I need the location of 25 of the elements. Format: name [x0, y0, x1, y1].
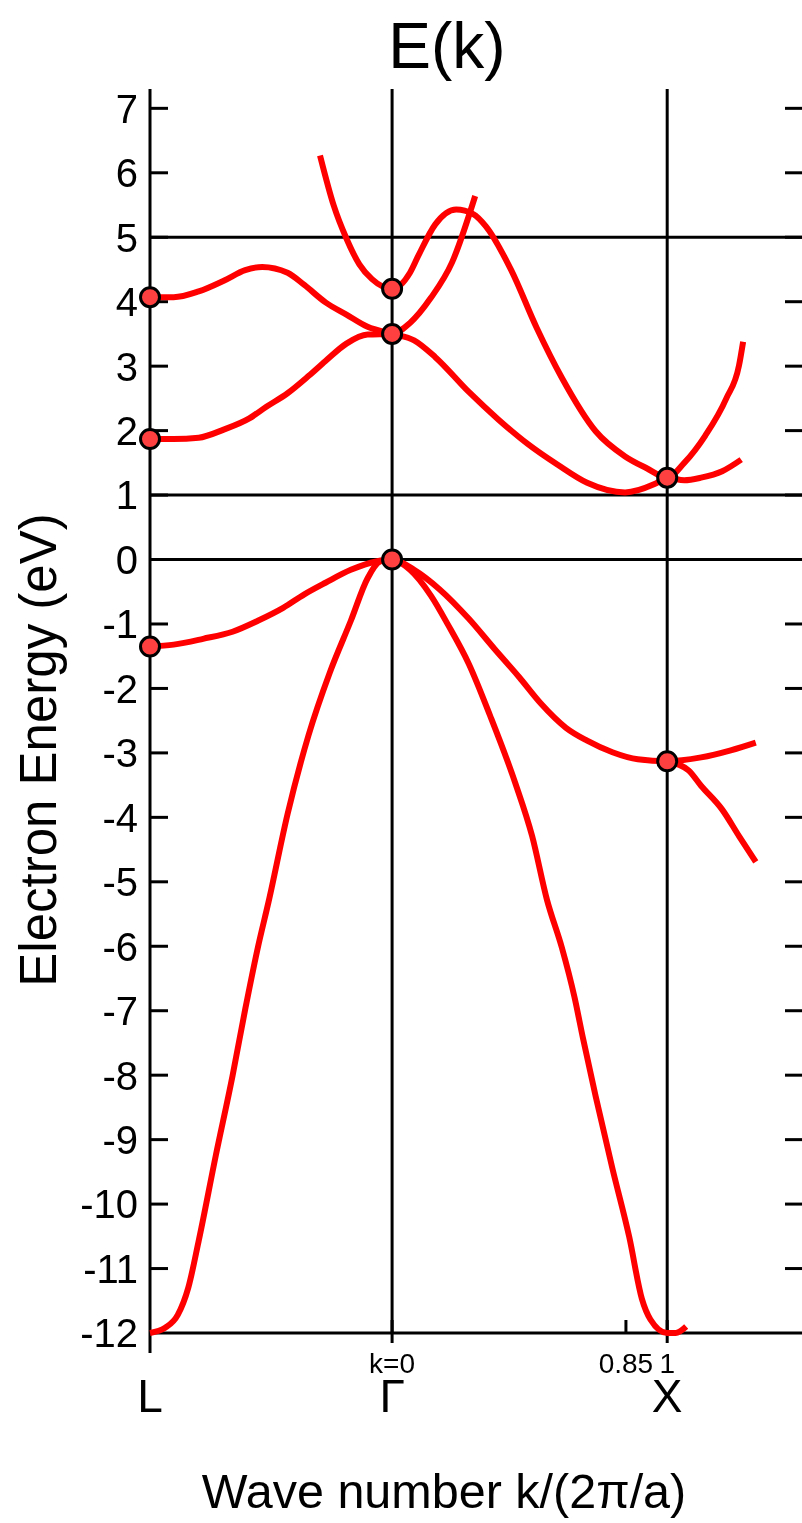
annotation: L [137, 1370, 163, 1422]
y-tick-label: 4 [115, 280, 138, 325]
y-tick-label: -7 [102, 989, 138, 1034]
y-tick-label: 6 [115, 151, 138, 196]
y-tick-label: -6 [102, 924, 138, 969]
x-axis-title: Wave number k/(2π/a) [201, 1464, 687, 1518]
x-tick-label: 0.85 [598, 1348, 654, 1379]
y-tick-label: -4 [102, 795, 138, 840]
y-tick-label: -1 [102, 602, 138, 647]
chart-title: E(k) [388, 10, 506, 82]
y-tick-label: -12 [80, 1311, 138, 1356]
y-tick-label: 2 [115, 409, 138, 454]
y-tick-label: -2 [102, 666, 138, 711]
y-tick-label: 5 [115, 215, 138, 260]
y-tick-label: -5 [102, 860, 138, 905]
y-tick-label: -10 [80, 1182, 138, 1227]
y-tick-label: 1 [115, 473, 138, 518]
y-tick-label: -3 [102, 731, 138, 776]
y-tick-label: 0 [115, 537, 138, 582]
y-tick-label: -9 [102, 1118, 138, 1163]
y-tick-label: -8 [102, 1053, 138, 1098]
y-axis-title: Electron Energy (eV) [10, 513, 67, 987]
y-tick-label: 7 [115, 86, 138, 131]
y-tick-label: -11 [83, 1246, 138, 1291]
y-tick-label: 3 [115, 344, 138, 389]
